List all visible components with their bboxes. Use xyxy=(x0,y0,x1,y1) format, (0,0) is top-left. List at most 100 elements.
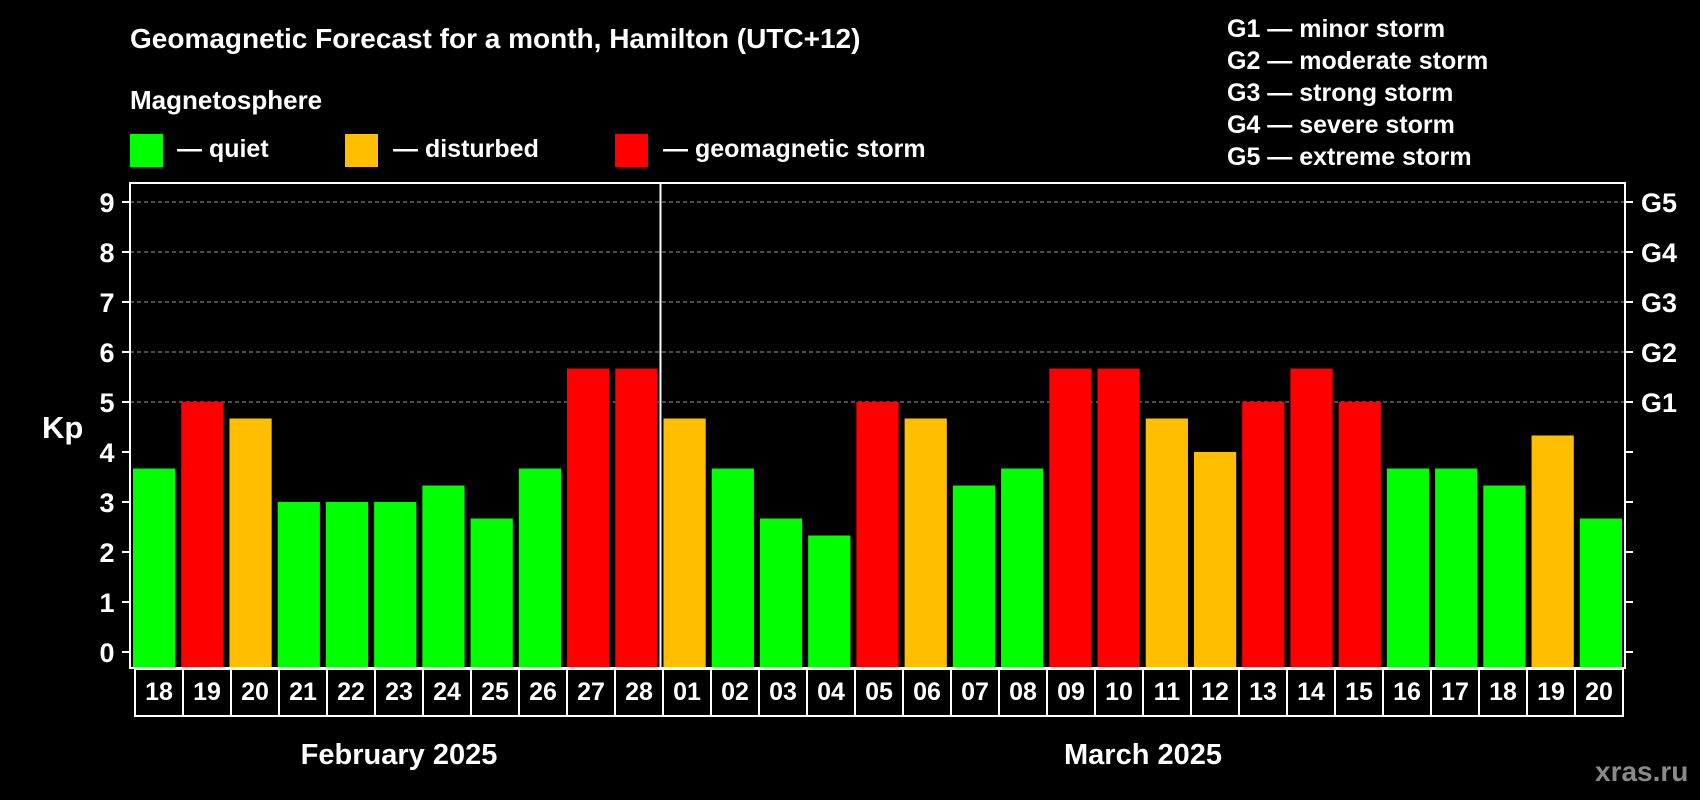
month-label: March 2025 xyxy=(1064,739,1222,771)
legend-label-quiet: — quiet xyxy=(177,135,269,163)
x-tick-label: 18 xyxy=(145,678,173,706)
bar-30 xyxy=(1531,435,1574,668)
legend: — quiet — disturbed — geomagnetic storm xyxy=(130,134,926,167)
storm-level-tick-label: G2 xyxy=(1641,338,1677,368)
bar-5 xyxy=(325,502,369,668)
x-tick-label: 09 xyxy=(1057,678,1085,706)
x-tick-label: 19 xyxy=(193,678,221,706)
storm-level-tick-label: G5 xyxy=(1641,188,1677,218)
bar-4 xyxy=(277,502,320,668)
storm-level-tick-label: G1 xyxy=(1641,388,1677,418)
x-tick-label: 17 xyxy=(1441,678,1469,706)
x-tick-label: 19 xyxy=(1537,678,1565,706)
y-tick-label: 8 xyxy=(99,238,114,268)
y-tick-label: 2 xyxy=(99,538,114,568)
bar-28 xyxy=(1435,468,1478,668)
bar-24 xyxy=(1242,402,1285,668)
x-tick-label: 13 xyxy=(1249,678,1277,706)
x-tick-label: 25 xyxy=(481,678,509,706)
bar-10 xyxy=(567,368,610,668)
x-tick-label: 03 xyxy=(769,678,797,706)
y-tick-label: 7 xyxy=(99,288,114,318)
legend-label-disturbed: — disturbed xyxy=(393,135,539,163)
y-tick-label: 5 xyxy=(99,388,114,418)
bar-15 xyxy=(808,535,851,668)
watermark: xras.ru xyxy=(1595,756,1688,787)
bar-1 xyxy=(133,468,176,668)
bar-11 xyxy=(615,368,658,668)
legend-swatch-quiet xyxy=(130,134,163,167)
month-label: February 2025 xyxy=(301,739,498,771)
x-tick-label: 22 xyxy=(337,678,365,706)
storm-level-tick-label: G3 xyxy=(1641,288,1677,318)
bar-17 xyxy=(904,418,947,668)
bar-16 xyxy=(856,402,899,668)
legend-label-storm: — geomagnetic storm xyxy=(663,135,926,163)
storm-level-ticks: G1 G2 G3 G4 G5 xyxy=(1641,188,1677,418)
storm-scale-g4: G4 — severe storm xyxy=(1227,111,1455,139)
x-tick-label: 10 xyxy=(1105,678,1133,706)
chart-subtitle: Magnetosphere xyxy=(130,85,322,115)
month-labels: February 2025 March 2025 xyxy=(301,739,1222,771)
x-tick-label: 23 xyxy=(385,678,413,706)
bar-31 xyxy=(1579,518,1622,668)
x-tick-label: 05 xyxy=(865,678,893,706)
x-tick-label: 01 xyxy=(673,678,701,706)
x-tick-label: 04 xyxy=(817,678,845,706)
y-tick-label: 3 xyxy=(99,488,114,518)
bar-21 xyxy=(1097,368,1140,668)
bar-6 xyxy=(374,502,417,668)
bar-26 xyxy=(1338,402,1381,668)
storm-scale-g3: G3 — strong storm xyxy=(1227,79,1453,107)
x-tick-label: 28 xyxy=(625,678,653,706)
y-tick-label: 0 xyxy=(99,638,114,668)
bar-22 xyxy=(1145,418,1188,668)
storm-scale-g2: G2 — moderate storm xyxy=(1227,47,1488,75)
bars xyxy=(133,368,1622,668)
bar-25 xyxy=(1290,368,1333,668)
bar-8 xyxy=(470,518,513,668)
x-ticks: 18 19 20 21 22 23 24 25 26 27 28 01 02 03 04 05 06 07 08 09… xyxy=(134,668,1624,717)
x-tick-label: 14 xyxy=(1297,678,1325,706)
legend-swatch-storm xyxy=(615,134,648,167)
x-tick-label: 08 xyxy=(1009,678,1037,706)
x-tick-label: 26 xyxy=(529,678,557,706)
x-tick-label: 18 xyxy=(1489,678,1517,706)
bar-3 xyxy=(229,418,272,668)
bar-23 xyxy=(1193,452,1237,668)
x-tick-label: 20 xyxy=(1585,678,1613,706)
bar-7 xyxy=(422,485,465,668)
bar-29 xyxy=(1483,485,1526,668)
bar-14 xyxy=(759,518,803,668)
x-tick-label: 02 xyxy=(721,678,749,706)
x-tick-label: 15 xyxy=(1345,678,1373,706)
storm-scale-g5: G5 — extreme storm xyxy=(1227,143,1472,171)
x-tick-label: 07 xyxy=(961,678,989,706)
x-tick-label: 11 xyxy=(1154,678,1181,706)
y-tick-label: 1 xyxy=(99,588,114,618)
bar-18 xyxy=(952,485,996,668)
bar-19 xyxy=(1001,468,1044,668)
storm-scale-g1: G1 — minor storm xyxy=(1227,15,1445,43)
x-tick-label: 27 xyxy=(577,678,605,706)
y-axis-label: Kp xyxy=(42,410,83,445)
date-box-row xyxy=(134,668,1624,717)
x-tick-label: 24 xyxy=(433,678,461,706)
x-tick-label: 12 xyxy=(1201,678,1229,706)
x-tick-label: 21 xyxy=(289,678,317,706)
x-tick-label: 16 xyxy=(1393,678,1421,706)
y-tick-label: 9 xyxy=(99,188,114,218)
storm-level-tick-label: G4 xyxy=(1641,238,1677,268)
x-tick-label: 20 xyxy=(241,678,269,706)
chart-title: Geomagnetic Forecast for a month, Hamilt… xyxy=(130,23,860,54)
legend-swatch-disturbed xyxy=(345,134,378,167)
bar-20 xyxy=(1049,368,1092,668)
y-ticks: 0 1 2 3 4 5 6 7 8 9 xyxy=(99,188,1633,668)
storm-scale-legend: G1 — minor storm G2 — moderate storm G3 … xyxy=(1227,15,1488,171)
y-tick-label: 6 xyxy=(99,338,114,368)
bar-9 xyxy=(518,468,562,668)
x-tick-label: 06 xyxy=(913,678,941,706)
bar-2 xyxy=(181,402,224,668)
bar-13 xyxy=(711,468,754,668)
